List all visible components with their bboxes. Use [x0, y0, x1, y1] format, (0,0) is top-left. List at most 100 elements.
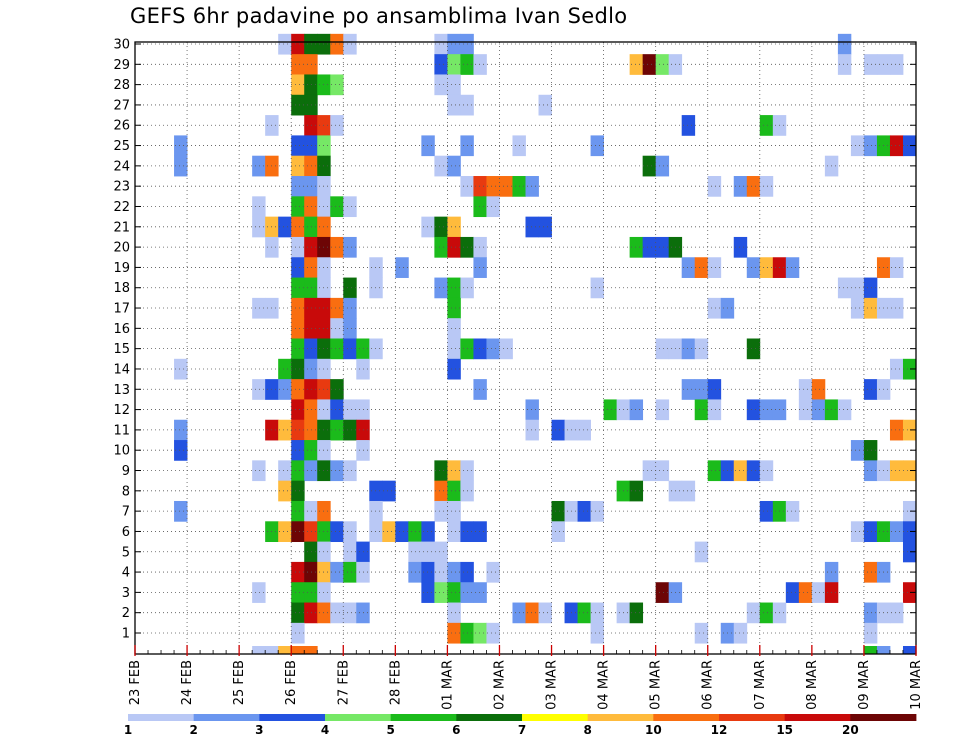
heatmap-cell	[629, 236, 644, 258]
x-tick-label: 06 MAR	[701, 660, 716, 710]
heatmap-cell	[551, 500, 565, 522]
heatmap-cell	[850, 521, 865, 543]
heatmap-cell	[291, 521, 305, 543]
heatmap-cell	[304, 419, 318, 441]
colorbar-segment	[128, 714, 195, 721]
heatmap-cell	[304, 338, 318, 360]
heatmap-cell	[733, 236, 748, 258]
heatmap-cell	[707, 257, 722, 278]
colorbar-label: 1	[124, 723, 132, 737]
heatmap-cell	[395, 257, 409, 278]
heatmap-cell	[733, 460, 748, 482]
heatmap-cell	[447, 480, 461, 502]
colorbar-segment	[522, 714, 589, 721]
y-tick-label: 12	[113, 403, 130, 418]
heatmap-cell	[499, 176, 513, 197]
heatmap-cell	[304, 602, 318, 624]
heatmap-cell	[421, 216, 435, 238]
heatmap-cell	[356, 419, 370, 441]
heatmap-cell	[434, 277, 448, 299]
heatmap-cell	[330, 338, 344, 360]
y-tick-label: 1	[122, 627, 130, 642]
heatmap-cell	[304, 176, 318, 197]
heatmap-cell	[304, 521, 318, 543]
y-tick-label: 3	[122, 586, 130, 601]
heatmap-cell	[304, 236, 318, 258]
colorbar-label: 10	[645, 723, 662, 737]
y-tick-label: 25	[113, 139, 130, 154]
heatmap-cell	[473, 521, 487, 543]
heatmap-cell	[304, 196, 318, 218]
heatmap-cell	[863, 54, 878, 75]
heatmap-cell	[486, 196, 500, 218]
heatmap-cell	[421, 521, 435, 543]
x-tick-label: 04 MAR	[597, 660, 612, 710]
heatmap-cell	[447, 500, 461, 522]
heatmap-cell	[681, 379, 696, 400]
heatmap-cell	[863, 602, 878, 624]
heatmap-cell	[278, 419, 292, 441]
x-tick-label: 27 FEB	[336, 660, 351, 705]
heatmap-cell	[356, 358, 370, 380]
heatmap-cell	[330, 460, 344, 482]
x-tick-label: 01 MAR	[440, 660, 455, 710]
heatmap-cell	[681, 480, 696, 502]
colorbar-label: 6	[452, 723, 460, 737]
heatmap-cell	[304, 541, 318, 563]
heatmap-cell	[252, 646, 266, 654]
heatmap-cell	[707, 399, 722, 421]
heatmap-cell	[265, 646, 279, 654]
heatmap-cell	[278, 379, 292, 400]
colorbar-label: 4	[321, 723, 329, 737]
heatmap-cell	[473, 379, 487, 400]
heatmap-cell	[590, 622, 604, 644]
heatmap-cell	[343, 419, 357, 441]
x-tick-label: 02 MAR	[492, 660, 507, 710]
heatmap-cell	[538, 94, 552, 116]
heatmap-cell	[252, 460, 266, 482]
heatmap-cell	[434, 155, 448, 177]
heatmap-cell	[863, 561, 878, 583]
y-tick-label: 30	[113, 38, 130, 53]
heatmap-cell	[252, 582, 266, 603]
heatmap-cell	[629, 480, 644, 502]
heatmap-cell	[694, 379, 709, 400]
heatmap-cell	[174, 440, 188, 461]
heatmap-cell	[291, 33, 305, 55]
chart-title: GEFS 6hr padavine po ansamblima Ivan Sed…	[130, 4, 628, 28]
heatmap-cell	[447, 602, 461, 624]
heatmap-cell	[447, 54, 461, 75]
heatmap-cell	[291, 419, 305, 441]
heatmap-cell	[304, 54, 318, 75]
heatmap-cell	[291, 236, 305, 258]
heatmap-cell	[330, 236, 344, 258]
heatmap-cell	[525, 602, 539, 624]
colorbar-segment	[587, 714, 654, 721]
heatmap-cell	[330, 561, 344, 583]
heatmap-cell	[447, 521, 461, 543]
heatmap-cell	[694, 257, 709, 278]
heatmap-cell	[252, 379, 266, 400]
heatmap-cell	[434, 54, 448, 75]
colorbar-segment	[456, 714, 523, 721]
heatmap-cell	[629, 399, 644, 421]
heatmap-cell	[902, 646, 917, 654]
heatmap-cell	[850, 135, 865, 157]
heatmap-cell	[291, 582, 305, 603]
heatmap-cell	[863, 622, 878, 644]
colorbar-segment	[193, 714, 260, 721]
y-tick-label: 13	[113, 383, 130, 398]
heatmap-cell	[863, 460, 878, 482]
heatmap-cell	[304, 257, 318, 278]
heatmap-cell	[252, 196, 266, 218]
heatmap-cell	[369, 257, 383, 278]
heatmap-cell	[291, 216, 305, 238]
heatmap-cell	[551, 419, 565, 441]
heatmap-cell	[447, 94, 461, 116]
heatmap-cell	[759, 257, 774, 278]
heatmap-cell	[746, 257, 761, 278]
y-tick-label: 29	[113, 58, 130, 73]
heatmap-cell	[681, 115, 696, 136]
heatmap-cell	[850, 297, 865, 319]
heatmap-cell	[330, 399, 344, 421]
